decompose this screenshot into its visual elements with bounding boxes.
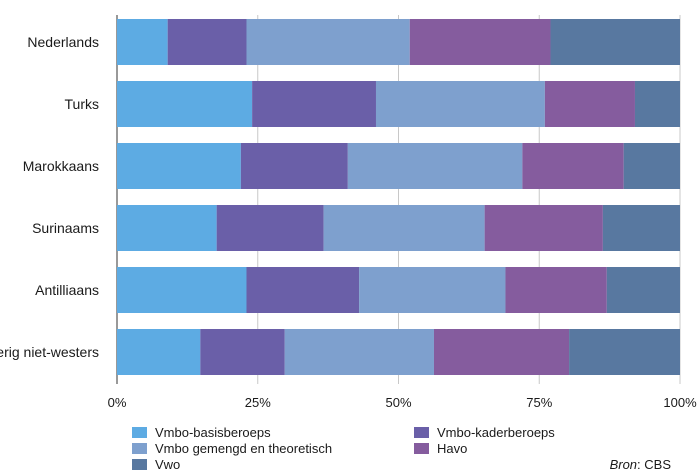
bar-segment [246,267,360,313]
legend-swatch [414,443,429,454]
category-label: Overig niet-westers [0,344,99,360]
legend-item-vmbo-basisberoeps: Vmbo-basisberoeps [132,425,271,440]
bar-segment [569,329,680,375]
bar-segment [117,205,217,251]
bar-segment [252,81,376,127]
legend-label: Vwo [155,457,181,472]
legend-label: Vmbo-kaderberoeps [437,425,555,440]
legend-label: Havo [437,441,468,456]
bar-segment [167,19,247,65]
bar-segment [433,329,570,375]
x-tick-label: 25% [245,395,271,410]
bar-segment [216,205,324,251]
bar-segment [284,329,434,375]
x-tick-label: 0% [108,395,127,410]
legend-label: Vmbo-basisberoeps [155,425,271,440]
x-tick-labels: 0% 25% 50% 75% 100% [108,395,697,410]
source-label: Bron [609,457,638,472]
legend-swatch [132,459,147,470]
category-label: Marokkaans [23,158,99,174]
bar-segment [409,19,551,65]
category-label: Nederlands [27,34,99,50]
bar-segment [246,19,410,65]
bar-segment [117,143,241,189]
bars [117,19,680,375]
bar-segment [623,143,680,189]
bar-segment [634,81,680,127]
legend-item-havo: Havo [414,441,467,456]
legend-item-vwo: Vwo [132,457,180,472]
bar-segment [375,81,545,127]
gridlines [116,15,681,384]
x-tick-label: 100% [663,395,697,410]
category-label: Surinaams [32,220,99,236]
bar-segment [117,267,247,313]
bar-segment [323,205,485,251]
source-note: Bron: CBS [610,457,671,472]
legend-swatch [132,443,147,454]
legend-item-vmbo-kaderberoeps: Vmbo-kaderberoeps [414,425,555,440]
bar-segment [602,205,680,251]
bar-segment [550,19,680,65]
bar-segment [117,81,253,127]
bar-segment [505,267,607,313]
category-label: Turks [65,96,99,112]
bar-segment [240,143,348,189]
source-value: : CBS [637,457,671,472]
x-tick-label: 75% [526,395,552,410]
category-labels: Nederlands Turks Marokkaans Surinaams Antill… [0,34,99,360]
category-label: Antilliaans [35,282,99,298]
bar-segment [484,205,603,251]
bar-segment [117,329,201,375]
bar-segment [359,267,506,313]
bar-segment [117,19,168,65]
legend-label: Vmbo gemengd en theoretisch [155,441,333,456]
bar-segment [544,81,635,127]
legend-item-vmbo-gemengd-theoretisch: Vmbo gemengd en theoretisch [132,441,332,456]
bar-segment [200,329,285,375]
bar-segment [606,267,680,313]
legend-swatch [414,427,429,438]
bar-segment [347,143,523,189]
bar-segment [522,143,624,189]
x-tick-label: 50% [385,395,411,410]
legend-swatch [132,427,147,438]
